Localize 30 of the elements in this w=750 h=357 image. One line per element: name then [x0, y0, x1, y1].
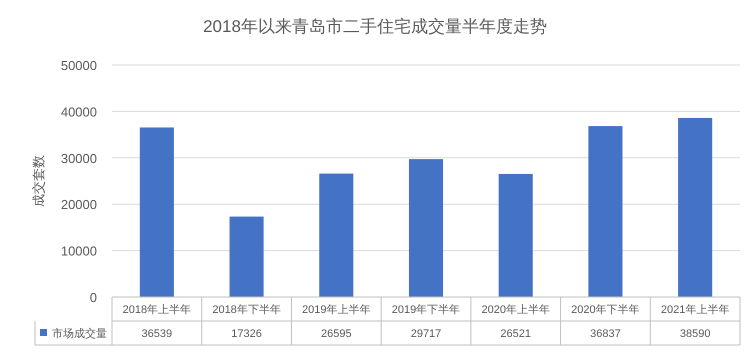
- bar: [408, 159, 444, 297]
- bar: [140, 127, 174, 297]
- data-label: 38590: [680, 328, 710, 340]
- x-tick-label: 2019年下半年: [392, 303, 460, 316]
- data-label: 29717: [410, 328, 442, 340]
- legend-label: 市场成交量: [52, 327, 107, 340]
- x-tick-label: 2020年上半年: [481, 303, 550, 316]
- bar: [678, 118, 712, 297]
- x-tick-label: 2018年下半年: [212, 303, 281, 316]
- chart-title: 2018年以来青岛市二手住宅成交量半年度走势: [203, 17, 547, 36]
- bar: [319, 174, 354, 297]
- x-tick-label: 2019年上半年: [302, 303, 371, 316]
- x-tick-label: 2021年上半年: [660, 303, 730, 316]
- data-label: 26521: [500, 328, 532, 340]
- y-tick-label: 40000: [60, 104, 97, 120]
- y-tick-label: 0: [90, 290, 97, 305]
- x-tick-label: 2020年下半年: [571, 303, 640, 316]
- y-axis-title: 成交套数: [31, 155, 46, 207]
- y-tick-label: 10000: [60, 244, 97, 259]
- bar: [588, 126, 622, 297]
- x-tick-label: 2018年上半年: [122, 303, 192, 316]
- y-tick-label: 50000: [60, 58, 97, 73]
- data-label: 36837: [590, 328, 621, 340]
- data-label: 17326: [231, 328, 262, 340]
- bar: [230, 216, 264, 297]
- bar: [498, 174, 533, 297]
- y-tick-label: 30000: [60, 150, 97, 166]
- y-tick-label: 20000: [60, 197, 97, 212]
- data-label: 36539: [142, 328, 172, 340]
- data-label: 26595: [320, 328, 352, 340]
